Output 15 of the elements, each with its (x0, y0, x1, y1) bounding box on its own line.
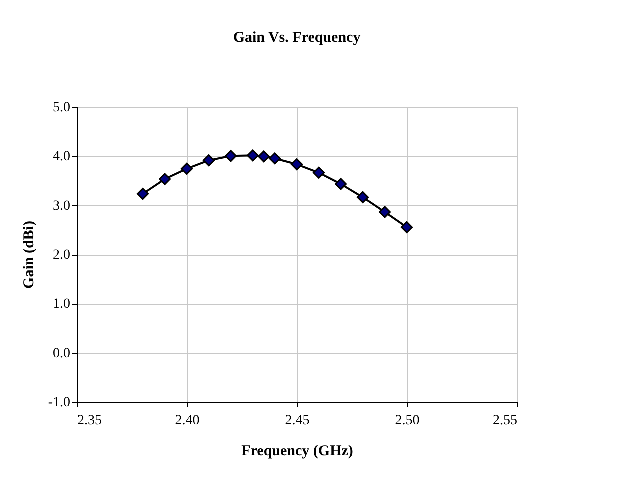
y-tick-label: 5.0 (53, 100, 70, 116)
y-tick-label: 0.0 (53, 346, 70, 362)
x-tick-label: 2.35 (78, 414, 102, 428)
y-tick-label: 3.0 (53, 198, 70, 214)
y-axis-title: Gain (dBi) (21, 221, 38, 289)
y-tick-label: -1.0 (48, 396, 70, 410)
y-tick-label: 4.0 (53, 150, 70, 165)
x-axis-title: Frequency (GHz) (242, 444, 354, 460)
x-tick-label: 2.45 (285, 414, 310, 428)
y-tick-label: 1.0 (53, 297, 70, 312)
x-tick-label: 2.55 (493, 414, 518, 428)
x-tick-label: 2.50 (395, 414, 420, 428)
y-tick-label: 2.0 (53, 248, 70, 263)
x-tick-label: 2.40 (175, 414, 200, 428)
chart-title: Gain Vs. Frequency (233, 30, 362, 46)
